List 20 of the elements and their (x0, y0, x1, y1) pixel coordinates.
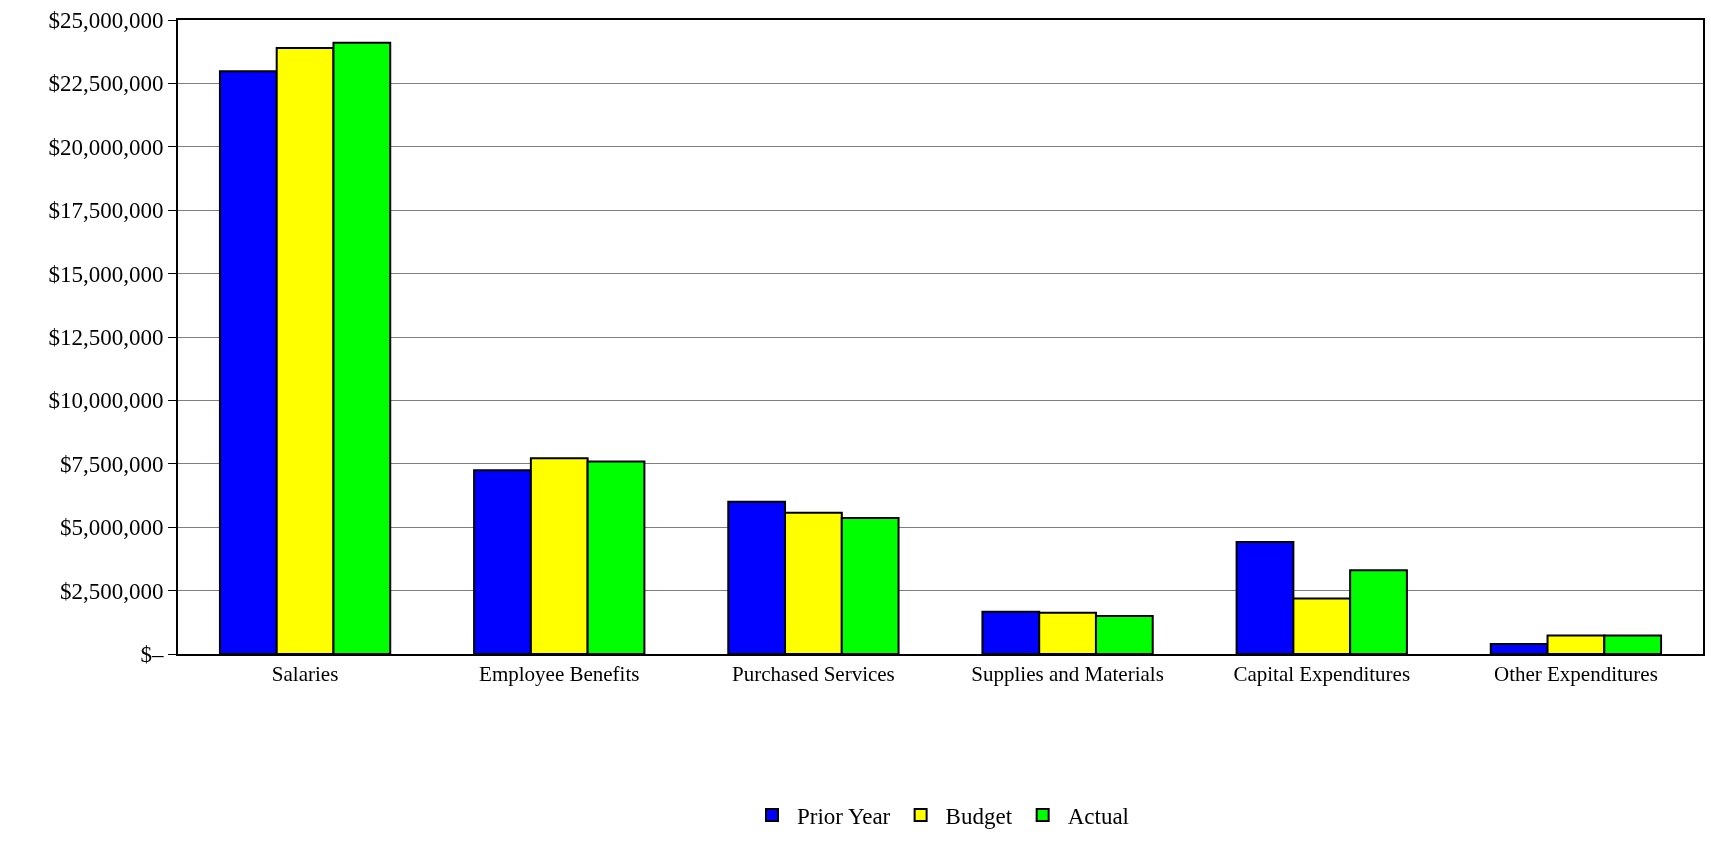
legend-label: Budget (945, 803, 1013, 829)
y-tick-label: $– (140, 642, 164, 668)
y-tick-label: $25,000,000 (48, 8, 164, 34)
y-tick-label: $10,000,000 (48, 388, 164, 414)
x-tick-label: Capital Expenditures (1233, 662, 1411, 687)
y-tick-label: $22,500,000 (48, 71, 164, 97)
x-tick-label: Employee Benefits (479, 662, 640, 687)
y-tick-label: $5,000,000 (59, 515, 164, 541)
x-tick-label: Supplies and Materials (971, 662, 1164, 687)
y-tick-label: $7,500,000 (59, 451, 164, 477)
y-tick-label: $20,000,000 (48, 134, 164, 160)
y-tick-label: $15,000,000 (48, 261, 164, 287)
y-tick-label: $12,500,000 (48, 325, 164, 351)
y-tick-label: $17,500,000 (48, 198, 164, 224)
y-tick-label: $2,500,000 (59, 578, 164, 604)
x-tick-label: Other Expenditures (1493, 662, 1658, 687)
x-tick-label: Purchased Services (732, 662, 895, 687)
legend-label: Prior Year (797, 803, 891, 829)
legend-label: Actual (1067, 803, 1129, 829)
x-tick-label: Salaries (271, 662, 339, 687)
